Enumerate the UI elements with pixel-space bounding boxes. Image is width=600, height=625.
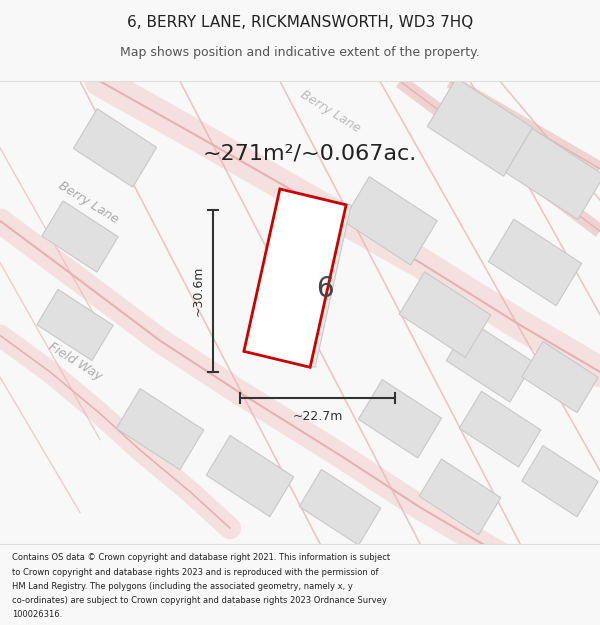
Polygon shape — [358, 379, 442, 458]
Polygon shape — [522, 446, 598, 517]
Polygon shape — [506, 128, 600, 219]
Polygon shape — [446, 321, 534, 402]
Polygon shape — [42, 201, 118, 272]
Text: Map shows position and indicative extent of the property.: Map shows position and indicative extent… — [120, 46, 480, 59]
Polygon shape — [488, 219, 581, 306]
Polygon shape — [249, 189, 351, 368]
Polygon shape — [427, 78, 533, 176]
Text: to Crown copyright and database rights 2023 and is reproduced with the permissio: to Crown copyright and database rights 2… — [12, 568, 379, 577]
Text: co-ordinates) are subject to Crown copyright and database rights 2023 Ordnance S: co-ordinates) are subject to Crown copyr… — [12, 596, 387, 605]
Polygon shape — [399, 272, 491, 358]
Polygon shape — [244, 189, 346, 368]
Polygon shape — [299, 469, 381, 545]
Polygon shape — [116, 389, 204, 470]
Text: HM Land Registry. The polygons (including the associated geometry, namely x, y: HM Land Registry. The polygons (includin… — [12, 582, 353, 591]
Text: Field Way: Field Way — [46, 340, 104, 383]
Text: Berry Lane: Berry Lane — [298, 88, 362, 135]
Text: ~22.7m: ~22.7m — [292, 411, 343, 423]
Polygon shape — [37, 289, 113, 361]
Text: ~271m²/~0.067ac.: ~271m²/~0.067ac. — [203, 143, 417, 163]
Text: Berry Lane: Berry Lane — [56, 179, 121, 226]
Polygon shape — [522, 341, 598, 412]
Text: 6, BERRY LANE, RICKMANSWORTH, WD3 7HQ: 6, BERRY LANE, RICKMANSWORTH, WD3 7HQ — [127, 15, 473, 30]
Text: 100026316.: 100026316. — [12, 611, 62, 619]
Text: 6: 6 — [316, 274, 334, 302]
Polygon shape — [206, 436, 294, 517]
Polygon shape — [459, 391, 541, 467]
Text: Contains OS data © Crown copyright and database right 2021. This information is : Contains OS data © Crown copyright and d… — [12, 554, 390, 562]
Polygon shape — [73, 109, 157, 187]
Polygon shape — [343, 177, 437, 265]
Text: ~30.6m: ~30.6m — [192, 266, 205, 316]
Polygon shape — [419, 459, 501, 535]
